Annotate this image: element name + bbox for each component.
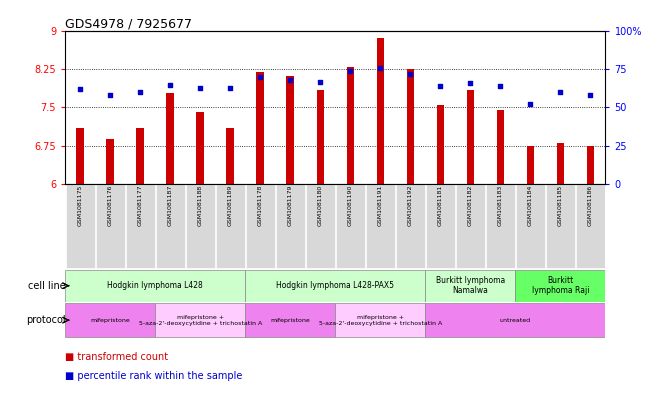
Text: GSM1081176: GSM1081176: [107, 184, 113, 226]
Bar: [167, 93, 174, 184]
Bar: [137, 128, 144, 184]
FancyBboxPatch shape: [366, 184, 395, 268]
Bar: [227, 128, 234, 184]
Point: [495, 83, 506, 89]
Text: Hodgkin lymphoma L428: Hodgkin lymphoma L428: [107, 281, 203, 290]
Text: mifepristone: mifepristone: [90, 318, 130, 323]
Text: untreated: untreated: [500, 318, 531, 323]
Text: GSM1081192: GSM1081192: [408, 184, 413, 226]
Bar: [346, 67, 354, 184]
Text: mifepristone +
5-aza-2'-deoxycytidine + trichostatin A: mifepristone + 5-aza-2'-deoxycytidine + …: [319, 315, 442, 325]
FancyBboxPatch shape: [65, 303, 155, 337]
FancyBboxPatch shape: [96, 184, 124, 268]
Point: [165, 81, 175, 88]
Point: [75, 86, 85, 92]
Bar: [316, 90, 324, 184]
Point: [525, 101, 536, 108]
Bar: [497, 110, 504, 184]
FancyBboxPatch shape: [276, 184, 305, 268]
Text: GSM1081180: GSM1081180: [318, 184, 323, 226]
Bar: [197, 112, 204, 184]
Bar: [407, 70, 414, 184]
Bar: [76, 128, 84, 184]
Text: GSM1081186: GSM1081186: [588, 184, 593, 226]
Text: GDS4978 / 7925677: GDS4978 / 7925677: [65, 17, 192, 30]
Point: [315, 79, 326, 85]
Bar: [587, 145, 594, 184]
Text: GSM1081181: GSM1081181: [438, 184, 443, 226]
Point: [435, 83, 445, 89]
Point: [555, 89, 566, 95]
FancyBboxPatch shape: [126, 184, 154, 268]
FancyBboxPatch shape: [186, 184, 215, 268]
Text: ■ transformed count: ■ transformed count: [65, 352, 168, 362]
FancyBboxPatch shape: [245, 303, 335, 337]
Text: GSM1081178: GSM1081178: [258, 184, 263, 226]
Point: [285, 77, 296, 83]
FancyBboxPatch shape: [156, 184, 185, 268]
FancyBboxPatch shape: [335, 303, 425, 337]
Point: [585, 92, 596, 99]
Text: GSM1081191: GSM1081191: [378, 184, 383, 226]
FancyBboxPatch shape: [426, 184, 455, 268]
Bar: [106, 140, 114, 184]
Text: Burkitt lymphoma
Namalwa: Burkitt lymphoma Namalwa: [436, 276, 505, 296]
Point: [345, 68, 355, 74]
Text: GSM1081177: GSM1081177: [137, 184, 143, 226]
Text: ■ percentile rank within the sample: ■ percentile rank within the sample: [65, 371, 242, 381]
FancyBboxPatch shape: [456, 184, 485, 268]
Point: [465, 80, 475, 86]
Bar: [256, 72, 264, 184]
FancyBboxPatch shape: [66, 184, 94, 268]
FancyBboxPatch shape: [65, 270, 245, 302]
Text: GSM1081182: GSM1081182: [468, 184, 473, 226]
FancyBboxPatch shape: [246, 184, 275, 268]
Point: [375, 65, 385, 71]
Text: GSM1081185: GSM1081185: [558, 184, 563, 226]
Point: [225, 84, 236, 91]
Text: GSM1081175: GSM1081175: [77, 184, 83, 226]
Text: GSM1081183: GSM1081183: [498, 184, 503, 226]
FancyBboxPatch shape: [215, 184, 245, 268]
FancyBboxPatch shape: [576, 184, 605, 268]
Bar: [527, 145, 534, 184]
FancyBboxPatch shape: [336, 184, 365, 268]
Text: cell line: cell line: [28, 281, 66, 291]
FancyBboxPatch shape: [396, 184, 424, 268]
Text: GSM1081189: GSM1081189: [228, 184, 232, 226]
Text: mifepristone +
5-aza-2'-deoxycytidine + trichostatin A: mifepristone + 5-aza-2'-deoxycytidine + …: [139, 315, 262, 325]
FancyBboxPatch shape: [546, 184, 575, 268]
FancyBboxPatch shape: [486, 184, 515, 268]
Text: Hodgkin lymphoma L428-PAX5: Hodgkin lymphoma L428-PAX5: [276, 281, 395, 290]
FancyBboxPatch shape: [306, 184, 335, 268]
FancyBboxPatch shape: [516, 270, 605, 302]
Text: GSM1081188: GSM1081188: [198, 184, 202, 226]
Text: protocol: protocol: [26, 315, 66, 325]
FancyBboxPatch shape: [425, 303, 605, 337]
Text: GSM1081187: GSM1081187: [168, 184, 173, 226]
Text: GSM1081190: GSM1081190: [348, 184, 353, 226]
Point: [105, 92, 115, 99]
FancyBboxPatch shape: [425, 270, 516, 302]
Point: [255, 74, 266, 80]
Point: [135, 89, 145, 95]
Text: GSM1081184: GSM1081184: [528, 184, 533, 226]
Bar: [437, 105, 444, 184]
Bar: [376, 38, 384, 184]
Text: GSM1081179: GSM1081179: [288, 184, 293, 226]
Bar: [467, 90, 474, 184]
Bar: [557, 143, 564, 184]
Text: mifepristone: mifepristone: [270, 318, 310, 323]
Bar: [286, 76, 294, 184]
Text: Burkitt
lymphoma Raji: Burkitt lymphoma Raji: [532, 276, 589, 296]
FancyBboxPatch shape: [155, 303, 245, 337]
FancyBboxPatch shape: [516, 184, 545, 268]
FancyBboxPatch shape: [245, 270, 425, 302]
Point: [195, 84, 206, 91]
Point: [405, 71, 415, 77]
